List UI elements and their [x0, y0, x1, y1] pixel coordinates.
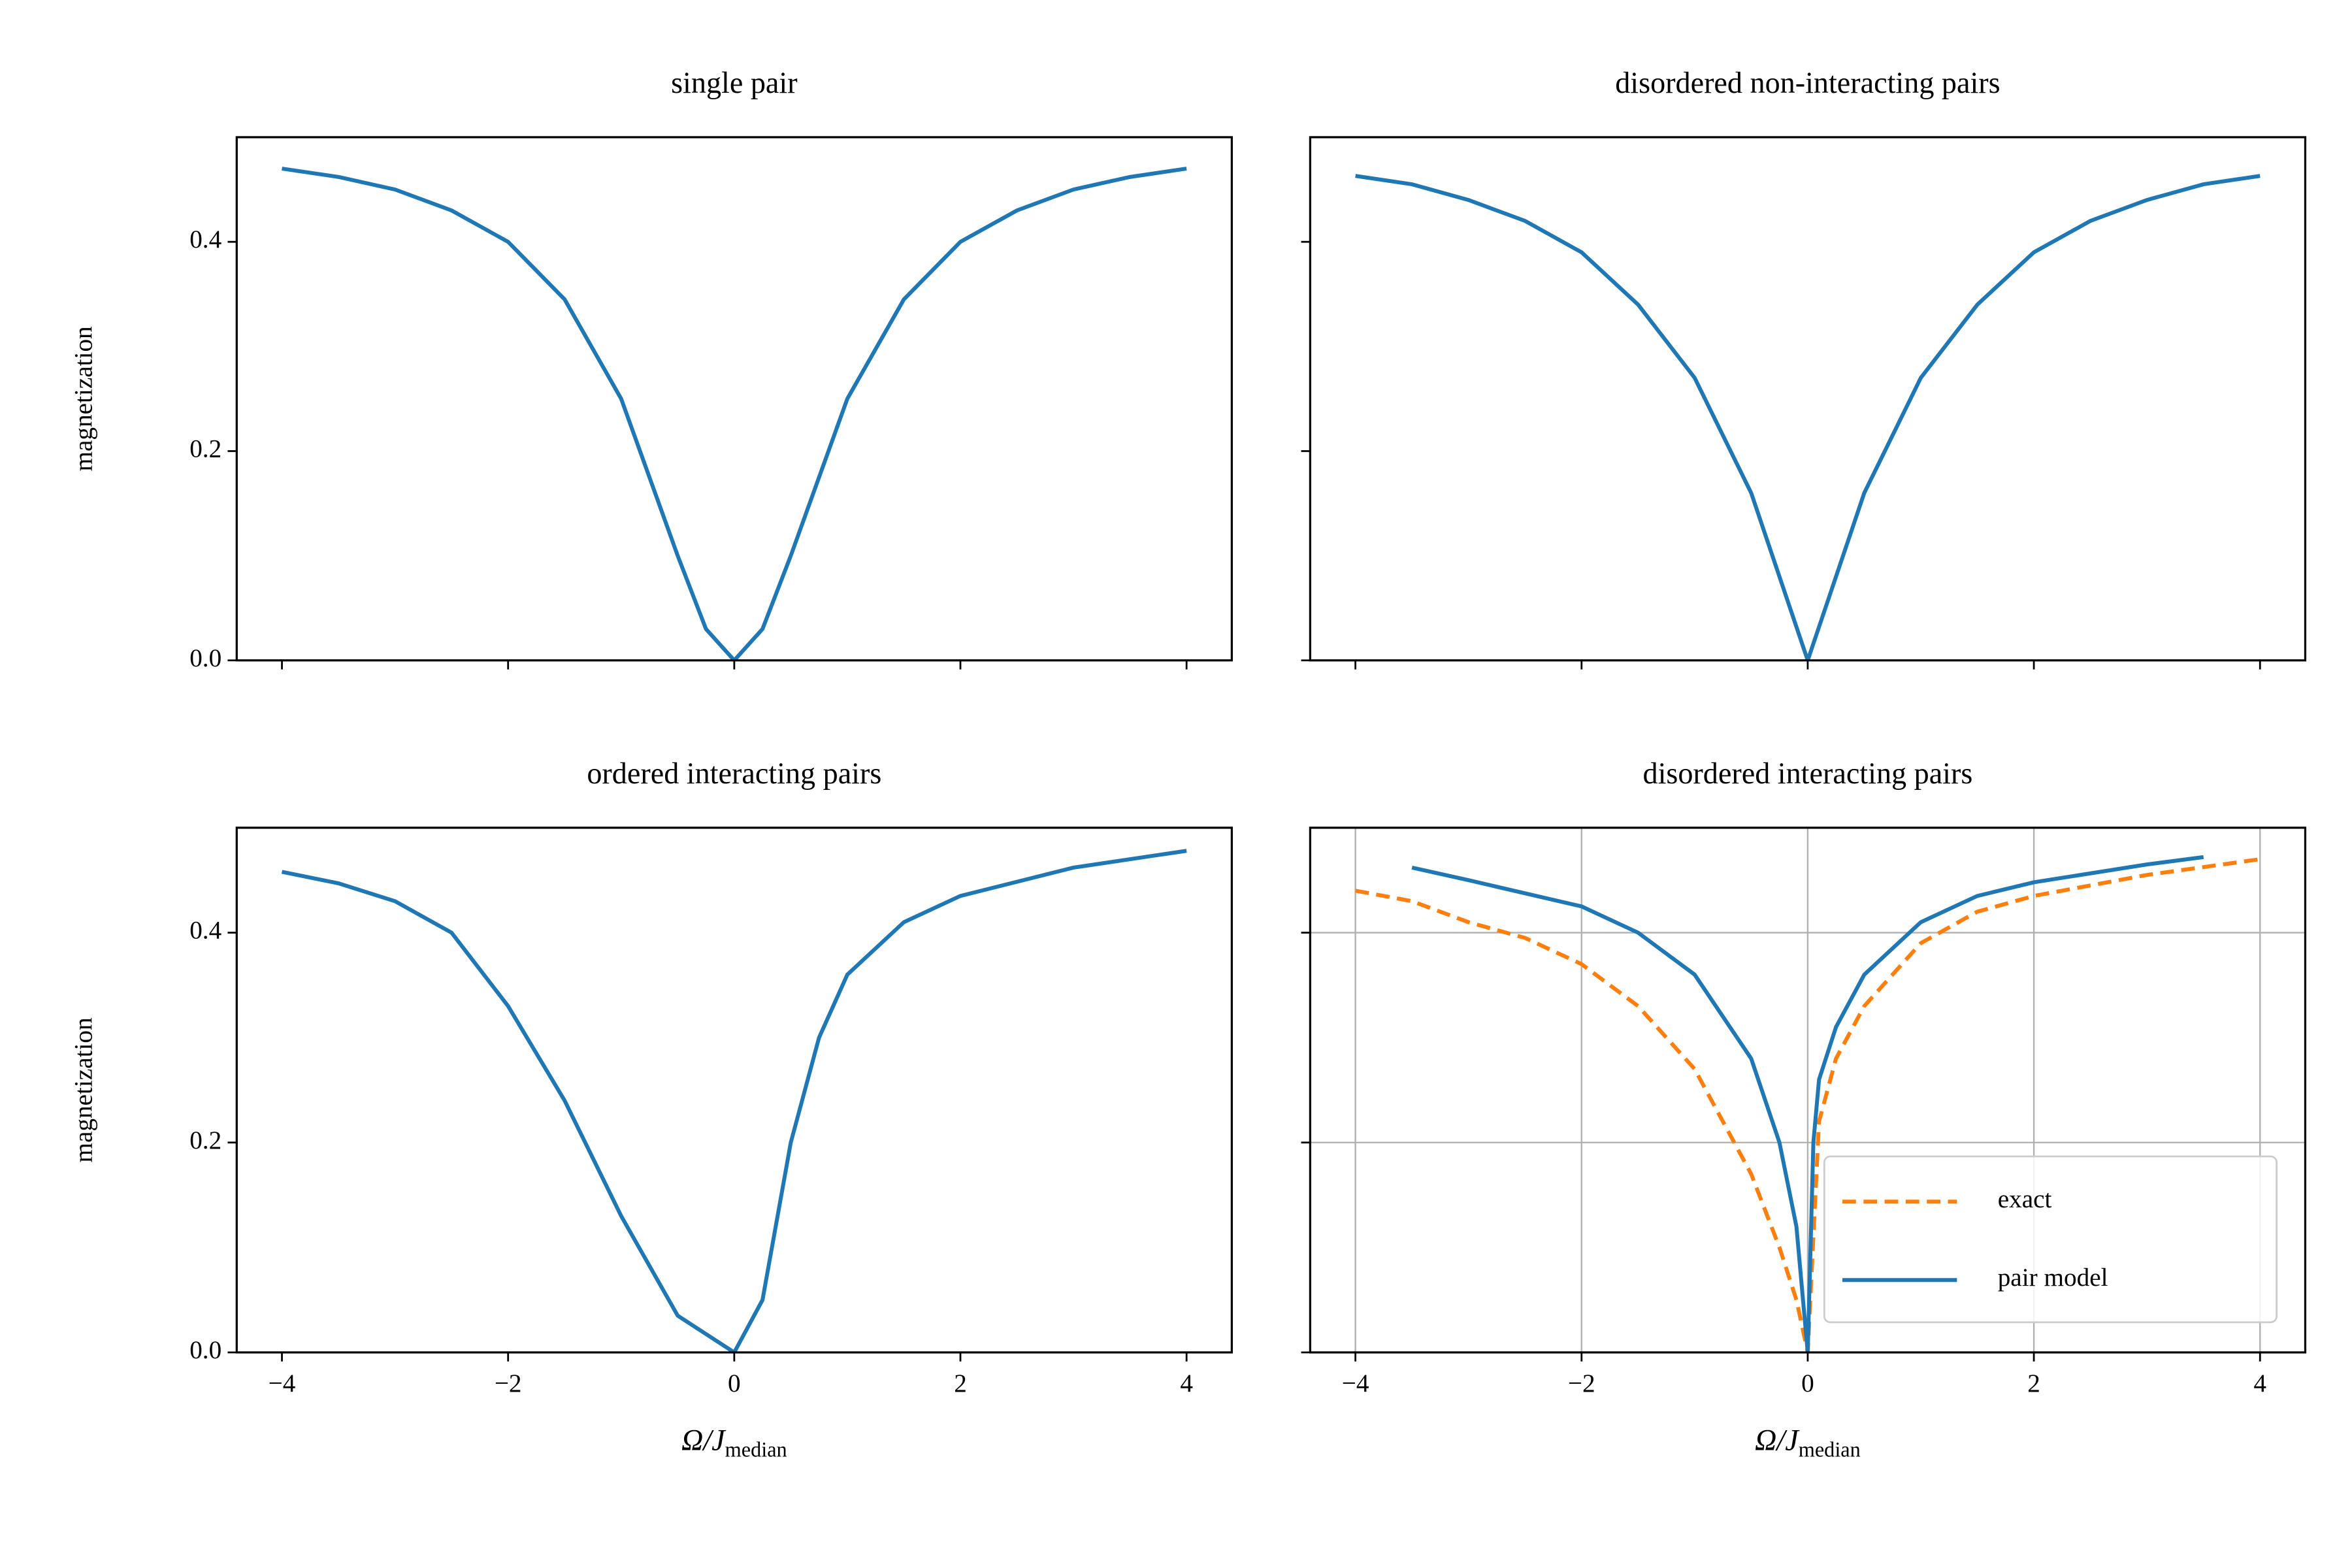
- axes-frame: [235, 136, 1233, 662]
- y-tick-label: 0.0: [189, 644, 221, 672]
- x-tick-label: 4: [1180, 1369, 1193, 1397]
- y-tick-label: 0.4: [189, 225, 221, 253]
- line-series: [1411, 855, 2204, 1352]
- y-tick-label: 0.2: [189, 434, 221, 463]
- axes-frame: [1309, 826, 2307, 1354]
- x-axis-label-main: Ω/J: [681, 1423, 727, 1456]
- x-tick-label: −2: [495, 1369, 522, 1397]
- x-axis-label-main: Ω/J: [1755, 1423, 1800, 1456]
- x-tick-label: 4: [2253, 1369, 2266, 1397]
- axes-frame: [235, 826, 1233, 1354]
- x-tick-label: −4: [269, 1369, 296, 1397]
- x-tick-label: −4: [1342, 1369, 1369, 1397]
- line-series: [282, 167, 1187, 661]
- panel-title: ordered interacting pairs: [587, 757, 881, 790]
- line-series: [281, 849, 1187, 1352]
- y-axis-label: magnetization: [70, 1017, 98, 1163]
- x-axis-label: Ω/Jmedian: [681, 1423, 787, 1462]
- y-tick-label: 0.0: [189, 1336, 221, 1364]
- legend-label: pair model: [1998, 1264, 2108, 1292]
- axes-frame: [1309, 136, 2307, 662]
- y-axis-label: magnetization: [70, 326, 98, 472]
- x-tick-label: 0: [1801, 1369, 1814, 1397]
- legend-label: exact: [1998, 1185, 2052, 1213]
- x-tick-label: 2: [954, 1369, 967, 1397]
- panel-title: single pair: [671, 66, 797, 99]
- panel-title: disordered interacting pairs: [1643, 757, 1973, 790]
- x-axis-label: Ω/Jmedian: [1755, 1423, 1861, 1462]
- panel-title: disordered non-interacting pairs: [1615, 66, 2000, 99]
- line-series: [1355, 857, 2261, 1352]
- x-tick-label: 2: [2027, 1369, 2040, 1397]
- y-tick-label: 0.4: [189, 917, 221, 945]
- line-series: [1355, 174, 2261, 661]
- y-tick-label: 0.2: [189, 1126, 221, 1154]
- x-tick-label: 0: [728, 1369, 741, 1397]
- x-axis-label-sub: median: [1799, 1438, 1861, 1462]
- x-axis-label-sub: median: [725, 1438, 787, 1462]
- legend-box: [1823, 1155, 2278, 1324]
- x-tick-label: −2: [1568, 1369, 1595, 1397]
